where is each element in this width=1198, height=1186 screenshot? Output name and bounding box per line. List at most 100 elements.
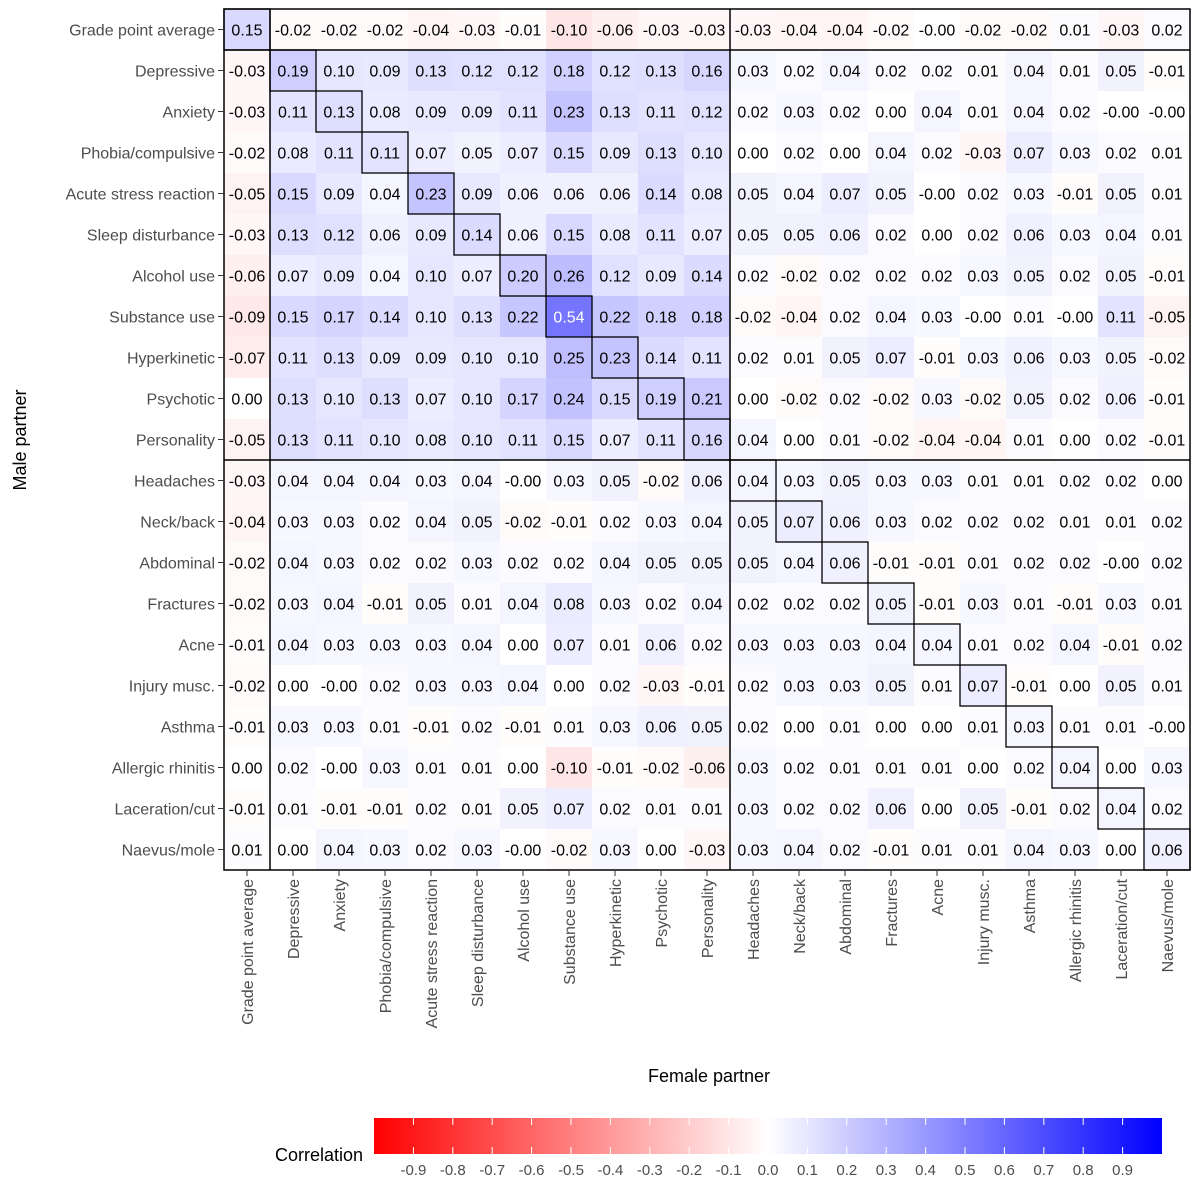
heatmap-cell (914, 378, 960, 419)
heatmap-cell (822, 460, 868, 501)
cell-value-label: 0.02 (415, 843, 446, 860)
cell-value-label: 0.04 (507, 597, 538, 614)
heatmap-cell (362, 706, 408, 747)
heatmap-cell (362, 91, 408, 132)
cell-value-label: 0.18 (691, 310, 722, 327)
diagonal-cell-outline (867, 582, 915, 625)
heatmap-cell (960, 255, 1006, 296)
heatmap-cell (454, 255, 500, 296)
heatmap-cell (822, 542, 868, 583)
heatmap-cell (868, 624, 914, 665)
cell-value-label: 0.00 (921, 720, 952, 737)
heatmap-cell (776, 706, 822, 747)
cell-value-label: -0.03 (229, 105, 266, 122)
heatmap-cell (822, 624, 868, 665)
cell-value-label: 0.00 (1105, 761, 1136, 778)
cell-value-label: 0.00 (921, 802, 952, 819)
cell-value-label: 0.02 (1151, 802, 1182, 819)
x-tick-label: Laceration/cut (1114, 878, 1131, 979)
cell-value-label: 0.01 (1059, 720, 1090, 737)
heatmap-cell (1098, 132, 1144, 173)
heatmap-cell (868, 214, 914, 255)
cell-value-label: 0.03 (783, 105, 814, 122)
diagonal-cell-outline (1097, 787, 1145, 830)
cell-value-label: 0.01 (231, 843, 262, 860)
heatmap-cell (960, 583, 1006, 624)
cell-value-label: 0.03 (1013, 720, 1044, 737)
heatmap-cell (408, 665, 454, 706)
heatmap-cell (224, 50, 270, 91)
cell-value-label: 0.02 (921, 269, 952, 286)
cell-value-label: 0.00 (875, 105, 906, 122)
x-tick-label: Abdominal (838, 879, 855, 955)
heatmap-cell (592, 296, 638, 337)
cell-value-label: 0.04 (1059, 638, 1090, 655)
cell-value-label: 0.03 (323, 515, 354, 532)
cell-value-label: -0.03 (229, 474, 266, 491)
cell-value-label: -0.00 (1149, 720, 1186, 737)
cell-value-label: 0.08 (415, 433, 446, 450)
heatmap-cell (224, 214, 270, 255)
heatmap-cell (684, 173, 730, 214)
x-tick-label: Hyperkinetic (608, 879, 625, 967)
heatmap-cell (776, 747, 822, 788)
heatmap-cell (362, 829, 408, 870)
cell-value-label: 0.04 (783, 187, 814, 204)
heatmap-cell (638, 747, 684, 788)
y-tick-label: Allergic rhinitis (112, 761, 215, 778)
heatmap-cell (960, 50, 1006, 91)
x-tick-label: Injury musc. (976, 879, 993, 965)
cell-value-label: 0.05 (1105, 269, 1136, 286)
cell-value-label: 0.08 (553, 597, 584, 614)
cell-value-label: 0.04 (599, 556, 630, 573)
heatmap-cell (224, 665, 270, 706)
cell-value-label: -0.09 (229, 310, 266, 327)
cell-value-label: 0.08 (369, 105, 400, 122)
y-tick-label: Hyperkinetic (127, 351, 215, 368)
legend-tick-label: 0.8 (1073, 1162, 1094, 1179)
cell-value-label: 0.04 (1059, 761, 1090, 778)
cell-value-label: 0.17 (323, 310, 354, 327)
cell-value-label: 0.09 (323, 187, 354, 204)
cell-value-label: 0.07 (783, 515, 814, 532)
cell-value-label: -0.02 (873, 392, 910, 409)
heatmap-cell (1052, 460, 1098, 501)
heatmap-cell (822, 9, 868, 50)
cell-value-label: 0.22 (507, 310, 538, 327)
heatmap-cell (638, 542, 684, 583)
heatmap-cell (1006, 419, 1052, 460)
cell-value-label: 0.01 (783, 351, 814, 368)
cell-value-label: 0.11 (646, 228, 676, 245)
legend-tick-label: -0.6 (519, 1162, 545, 1179)
heatmap-cell (546, 337, 592, 378)
cell-value-label: -0.01 (367, 802, 404, 819)
heatmap-cell (500, 91, 546, 132)
legend-ticks: -0.9 -0.8 -0.7 -0.6 -0.5 -0.4 -0.3 -0.2 -0.1 0.0 0… (400, 1118, 1133, 1179)
cell-value-label: 0.02 (599, 679, 630, 696)
cell-value-label: 0.26 (553, 269, 584, 286)
cell-value-label: 0.02 (599, 802, 630, 819)
heatmap-cell (362, 501, 408, 542)
y-tick-label: Personality (136, 433, 215, 450)
heatmap-cell (1144, 788, 1190, 829)
heatmap-cell (270, 132, 316, 173)
heatmap-cell (454, 91, 500, 132)
cell-value-label: -0.00 (321, 761, 358, 778)
cell-value-label: 0.02 (1013, 761, 1044, 778)
heatmap-cell (684, 255, 730, 296)
cell-value-label: 0.02 (829, 802, 860, 819)
cell-value-label: -0.01 (321, 802, 358, 819)
heatmap-cell (546, 296, 592, 337)
cell-value-label: 0.04 (277, 556, 308, 573)
heatmap-cell (730, 9, 776, 50)
heatmap-cell (776, 337, 822, 378)
heatmap-cell (592, 624, 638, 665)
heatmap-cell (500, 132, 546, 173)
y-tick-label: Asthma (161, 720, 215, 737)
cell-value-label: 0.03 (277, 720, 308, 737)
heatmap-cell (224, 255, 270, 296)
heatmap-cell (224, 91, 270, 132)
cell-value-label: 0.05 (1105, 679, 1136, 696)
cell-value-label: 0.07 (415, 392, 446, 409)
heatmap-cell (1098, 214, 1144, 255)
